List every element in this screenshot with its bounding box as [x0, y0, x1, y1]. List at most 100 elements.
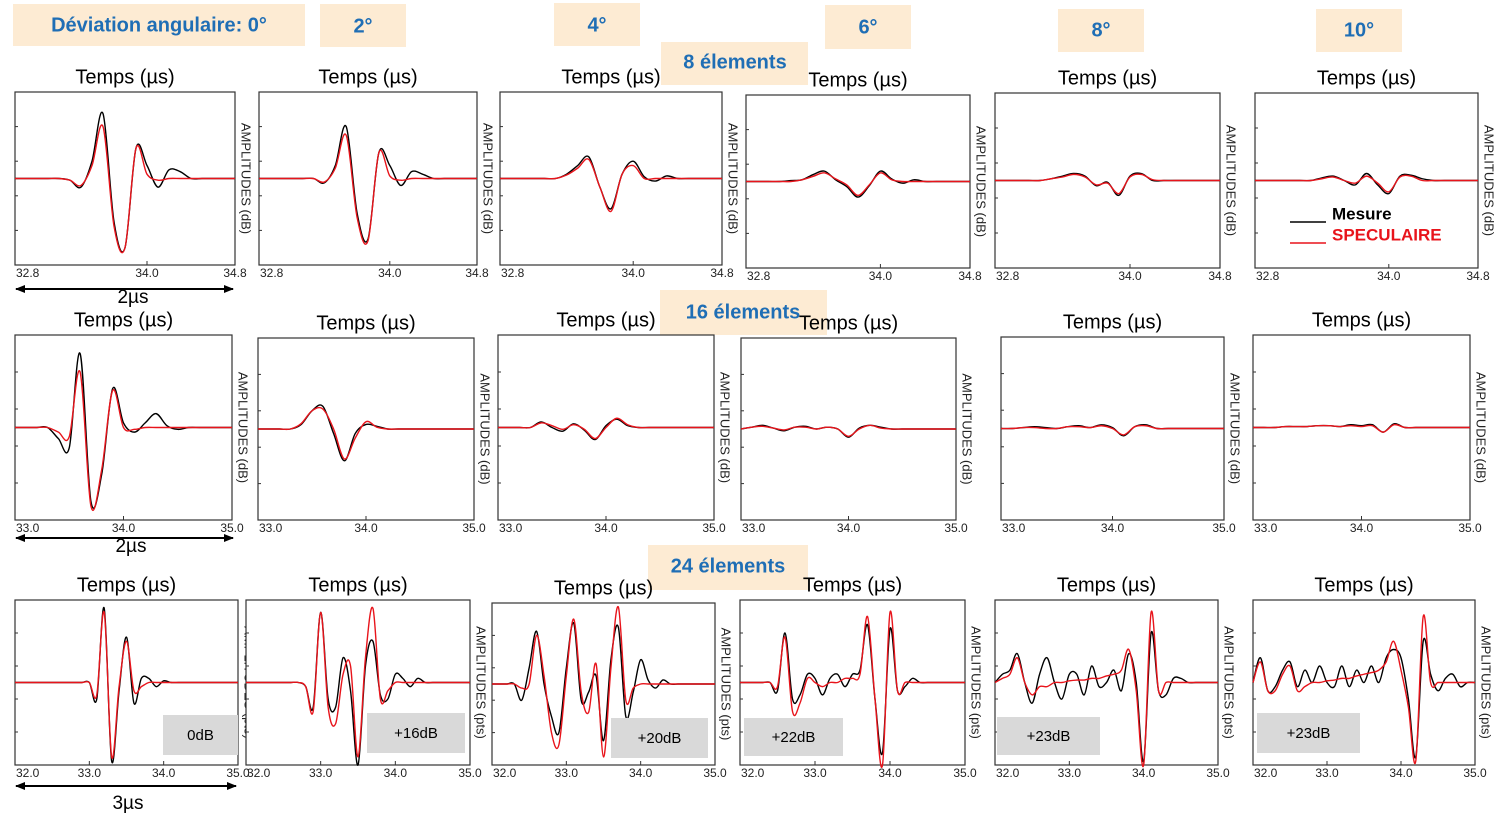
chart: Temps (µs) AMPLITUDES (pts) 32.0 33.0 34.0 35… — [739, 574, 984, 780]
scale-bars: 2µs 2µs 3µs — [15, 285, 237, 814]
x-tick-label: 34.8 — [223, 266, 247, 280]
x-axis-label: Temps (µs) — [1312, 309, 1411, 331]
gain-label: +23dB — [1027, 728, 1071, 745]
x-tick-label: 33.0 — [742, 521, 766, 535]
waveform — [1252, 614, 1475, 765]
y-axis-label: AMPLITUDES (dB) — [726, 123, 741, 234]
x-axis-label: Temps (µs) — [799, 312, 898, 334]
gain-label: 0dB — [187, 727, 214, 744]
angle-label: 2° — [353, 15, 372, 37]
chart: Temps (µs) AMPLITUDES (dB) 32.8 34.0 34.8 — [994, 67, 1239, 283]
waveform — [1253, 423, 1470, 433]
chart: Temps (µs) AMPLITUDES (dB) 33.0 34.0 35.0 — [497, 309, 733, 535]
x-tick-label: 33.0 — [1315, 766, 1339, 780]
waveform — [740, 424, 956, 437]
y-axis-label: AMPLITUDES (dB) — [478, 373, 493, 484]
gain-box — [997, 717, 1100, 755]
x-tick-label: 32.0 — [996, 766, 1020, 780]
x-tick-label: 35.0 — [1458, 521, 1482, 535]
x-tick-label: 34.0 — [594, 521, 618, 535]
gain-label: +20dB — [638, 730, 682, 747]
waveform — [257, 406, 474, 460]
x-axis-label: Temps (µs) — [74, 309, 173, 331]
chart: Temps (µs) AMPLITUDES (pts) 32.0 33.0 34.0 35… — [491, 577, 734, 780]
y-axis-label: AMPLITUDES (dB) — [481, 123, 496, 234]
y-axis-label: AMPLITUDES (dB) — [1228, 373, 1243, 484]
x-axis-label: Temps (µs) — [1314, 574, 1413, 596]
header-box — [1316, 9, 1402, 52]
angle-label: 10° — [1344, 19, 1374, 41]
waveform — [740, 610, 965, 769]
waveform — [994, 610, 1218, 768]
header-box — [825, 5, 911, 49]
charts: Temps (µs) AMPLITUDES (dB) 32.8 34.0 34.8 Tem… — [14, 66, 1497, 780]
waveform — [246, 606, 470, 758]
chart: Temps (µs) AMPLITUDES (pts) 32.0 33.0 34.0 35… — [994, 574, 1237, 780]
y-axis-label: AMPLITUDES (dB) — [1224, 125, 1239, 236]
y-axis-label: AMPLITUDES (pts) — [474, 626, 489, 739]
x-axis-label: Temps (µs) — [75, 66, 174, 88]
x-tick-label: 32.0 — [741, 766, 765, 780]
waveform — [15, 124, 235, 254]
y-axis-label: AMPLITUDES (pts) — [1222, 626, 1237, 739]
gain-box — [744, 718, 843, 756]
y-axis-label: AMPLITUDES (dB) — [239, 123, 254, 234]
x-axis-label: Temps (µs) — [808, 69, 907, 91]
y-axis-label: AMPLITUDES (dB) — [974, 126, 989, 237]
x-axis-label: Temps (µs) — [1063, 311, 1162, 333]
x-axis-label: Temps (µs) — [308, 574, 407, 596]
scale-label: 2µs — [117, 287, 148, 308]
chart: Temps (µs) AMPLITUDES (dB) 32.8 34.0 34.8 — [745, 69, 989, 283]
x-tick-label: 32.8 — [501, 266, 525, 280]
chart: Temps (µs) AMPLITUDES (dB) 33.0 34.0 35.0 — [14, 309, 251, 535]
x-tick-label: 34.0 — [378, 266, 402, 280]
x-tick-label: 33.0 — [1002, 521, 1026, 535]
x-tick-label: 32.0 — [1254, 766, 1278, 780]
x-tick-label: 34.0 — [354, 521, 378, 535]
x-tick-label: 32.8 — [260, 266, 284, 280]
x-axis-label: Temps (µs) — [1317, 67, 1416, 89]
x-tick-label: 34.0 — [622, 266, 646, 280]
angle-label: Déviation angulaire: 0° — [51, 14, 267, 36]
x-axis-label: Temps (µs) — [1058, 67, 1157, 89]
x-tick-label: 34.8 — [1208, 269, 1232, 283]
x-tick-label: 34.0 — [1389, 766, 1413, 780]
x-tick-label: 34.0 — [1132, 766, 1156, 780]
x-tick-label: 33.0 — [309, 766, 333, 780]
x-tick-label: 34.0 — [384, 766, 408, 780]
x-tick-label: 32.8 — [747, 269, 771, 283]
y-axis-label: AMPLITUDES (pts) — [969, 626, 984, 739]
y-axis-label: AMPLITUDES (pts) — [719, 628, 734, 741]
y-axis-label: AMPLITUDES (dB) — [718, 372, 733, 483]
row-headers: 8 élements 16 élements 24 élements — [648, 42, 827, 590]
chart: Temps (µs) AMPLITUDES (pts) 32.0 33.0 34.0 35… — [1252, 574, 1494, 780]
waveform — [259, 133, 477, 245]
chart: Temps (µs) AMPLITUDES (dB) 32.8 34.0 34.8 — [499, 66, 741, 280]
chart: Temps (µs) AMPLITUDES (dB) 33.0 34.0 35.0 — [1000, 311, 1243, 535]
x-tick-label: 33.0 — [1058, 766, 1082, 780]
header-box — [661, 42, 808, 85]
x-tick-label: 34.0 — [629, 766, 653, 780]
chart: Temps (µs) AMPLITUDES (dB) 33.0 34.0 35.0 — [257, 312, 493, 535]
gain-box — [1257, 713, 1360, 753]
gain-label: +16dB — [394, 725, 438, 742]
x-tick-label: 34.0 — [135, 266, 159, 280]
scale-label: 3µs — [112, 793, 143, 814]
gain-box — [367, 713, 465, 753]
y-axis-label: AMPLITUDES (dB) — [236, 372, 251, 483]
angle-label: 8° — [1091, 19, 1110, 41]
angle-headers: Déviation angulaire: 0° 2° 4° 6° 8° 10° — [13, 3, 1402, 52]
x-tick-label: 33.0 — [16, 521, 40, 535]
waveform — [745, 172, 970, 197]
legend-label: Mesure — [1332, 204, 1392, 223]
x-axis-label: Temps (µs) — [318, 66, 417, 88]
x-tick-label: 35.0 — [462, 521, 486, 535]
waveform — [1000, 424, 1224, 436]
y-axis-label: AMPLITUDES (dB) — [960, 373, 975, 484]
row-label: 16 élements — [686, 301, 801, 323]
x-axis-label: Temps (µs) — [556, 309, 655, 331]
x-tick-label: 34.0 — [878, 766, 902, 780]
gain-box — [163, 715, 238, 755]
header-box — [320, 4, 406, 47]
x-tick-label: 34.0 — [112, 521, 136, 535]
